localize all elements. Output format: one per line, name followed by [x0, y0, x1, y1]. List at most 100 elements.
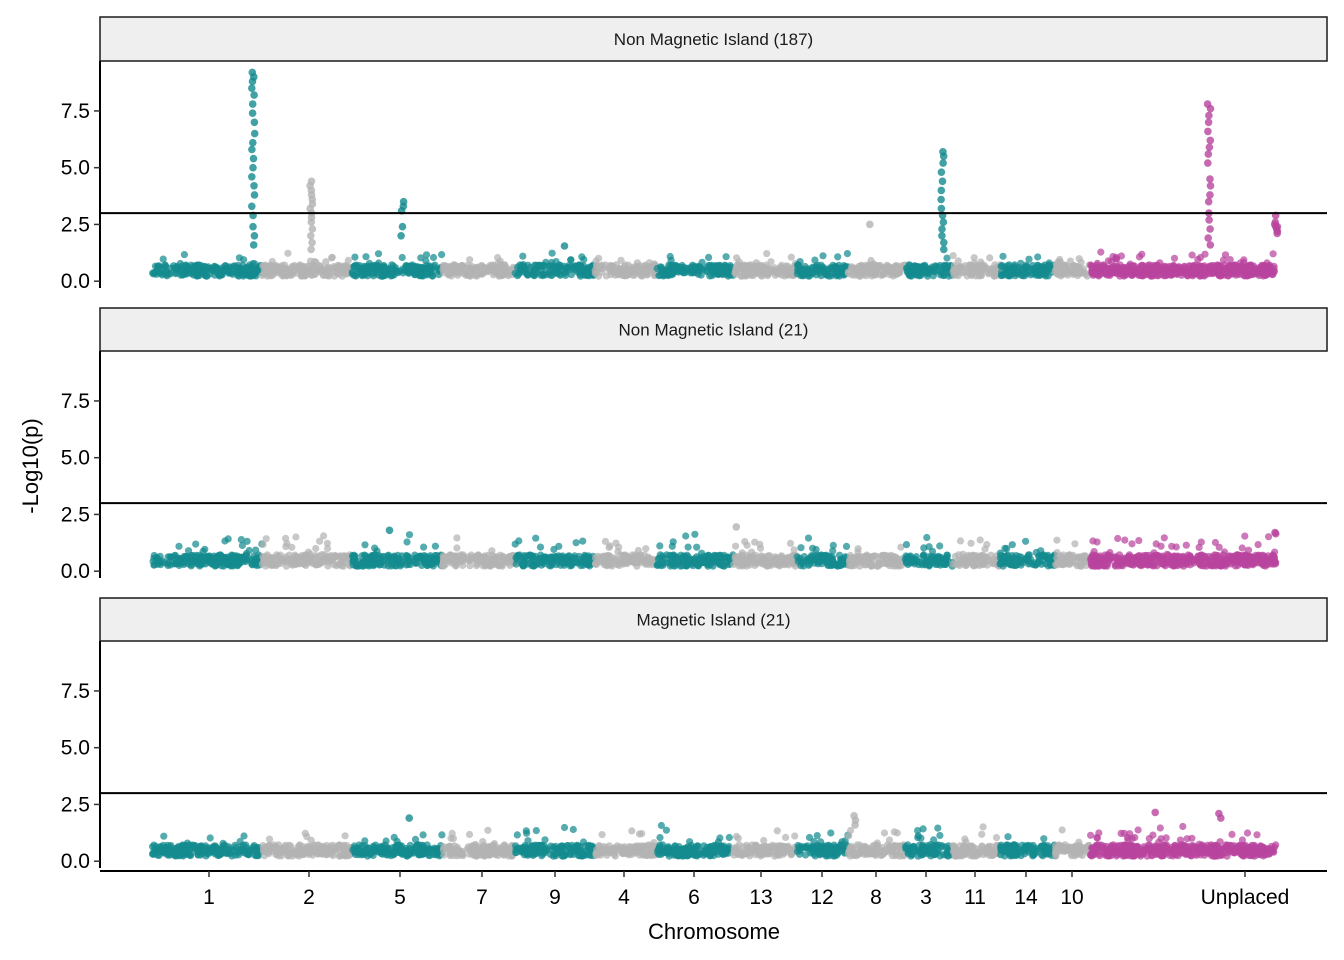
data-point — [967, 539, 975, 547]
peak-point — [1272, 529, 1280, 538]
data-point — [730, 560, 738, 569]
data-point — [547, 258, 556, 267]
data-point — [203, 272, 211, 280]
data-point — [572, 539, 580, 547]
data-point — [187, 261, 195, 269]
data-point — [1135, 265, 1143, 273]
data-point — [467, 551, 475, 559]
data-point — [1170, 556, 1179, 565]
data-point — [1109, 253, 1117, 261]
data-point — [1210, 267, 1218, 275]
data-point — [1097, 248, 1105, 256]
data-point — [737, 272, 746, 280]
data-point — [357, 267, 365, 275]
data-point — [662, 270, 670, 278]
data-point — [1029, 265, 1037, 273]
data-point — [732, 264, 740, 272]
peak-point — [938, 232, 946, 240]
data-point — [722, 253, 730, 261]
data-point — [1164, 551, 1172, 559]
data-point — [1224, 272, 1233, 280]
peak-point — [248, 100, 257, 108]
data-point — [477, 557, 485, 566]
data-point — [743, 541, 751, 549]
data-point — [1186, 262, 1194, 270]
data-point — [1195, 543, 1203, 552]
data-point — [684, 543, 692, 551]
data-point — [160, 559, 168, 567]
data-point — [362, 253, 370, 261]
data-point — [1034, 559, 1042, 567]
data-point — [999, 252, 1007, 260]
peak-point — [938, 225, 946, 233]
data-point — [429, 253, 438, 262]
data-point — [1263, 259, 1271, 267]
data-point — [925, 543, 933, 551]
data-point — [176, 259, 184, 268]
peak-point — [939, 152, 948, 161]
data-point — [601, 537, 610, 546]
data-point — [1160, 534, 1168, 542]
peak-point — [249, 241, 258, 249]
data-point — [1226, 552, 1234, 560]
data-point — [595, 254, 603, 262]
peak-point — [250, 118, 259, 127]
data-point — [186, 268, 194, 276]
data-point — [234, 265, 242, 273]
data-point — [1112, 266, 1120, 274]
peak-point — [249, 138, 257, 147]
data-point — [328, 553, 336, 561]
data-point — [931, 267, 939, 275]
peak-point — [1206, 104, 1215, 113]
facet-strip — [99, 16, 1328, 62]
data-point — [843, 250, 852, 258]
data-point — [330, 272, 338, 280]
data-point — [532, 534, 540, 542]
data-point — [1127, 560, 1135, 568]
data-point — [962, 560, 971, 569]
data-point — [384, 551, 393, 559]
data-point — [1178, 265, 1186, 273]
data-point — [445, 268, 453, 276]
data-point — [1248, 264, 1256, 272]
data-point — [976, 266, 984, 274]
data-point — [230, 847, 238, 855]
data-point — [734, 552, 743, 561]
data-point — [986, 254, 994, 262]
data-point — [1017, 553, 1025, 561]
peak-point — [250, 191, 259, 199]
data-point — [834, 253, 842, 261]
data-point — [176, 851, 184, 859]
peak-point — [1206, 136, 1215, 145]
data-point — [1056, 560, 1064, 568]
data-point — [936, 542, 944, 550]
y-tick-label: 2.5 — [61, 213, 90, 236]
data-point — [438, 251, 446, 259]
peak-point — [250, 182, 258, 190]
data-point — [180, 560, 188, 569]
data-point — [810, 551, 818, 560]
data-point — [393, 268, 401, 276]
data-point — [715, 553, 724, 562]
data-point — [1042, 560, 1050, 568]
data-point — [1196, 253, 1205, 262]
peak-point — [939, 159, 947, 167]
data-point — [1236, 557, 1244, 565]
data-point — [290, 261, 298, 270]
data-point — [1034, 253, 1042, 261]
data-point — [1067, 554, 1075, 562]
data-point — [868, 553, 876, 561]
data-point — [921, 261, 929, 269]
data-point — [151, 269, 159, 277]
data-point — [520, 552, 528, 560]
data-point — [848, 554, 857, 562]
data-point — [292, 533, 300, 541]
data-point — [763, 250, 771, 258]
facet-title: Non Magnetic Island (187) — [614, 30, 813, 49]
data-point — [1183, 271, 1191, 279]
facet-panel: Non Magnetic Island (21)0.02.55.07.5 — [61, 307, 1328, 583]
data-point — [358, 552, 366, 560]
peak-point — [1204, 150, 1213, 158]
data-point — [379, 272, 387, 280]
